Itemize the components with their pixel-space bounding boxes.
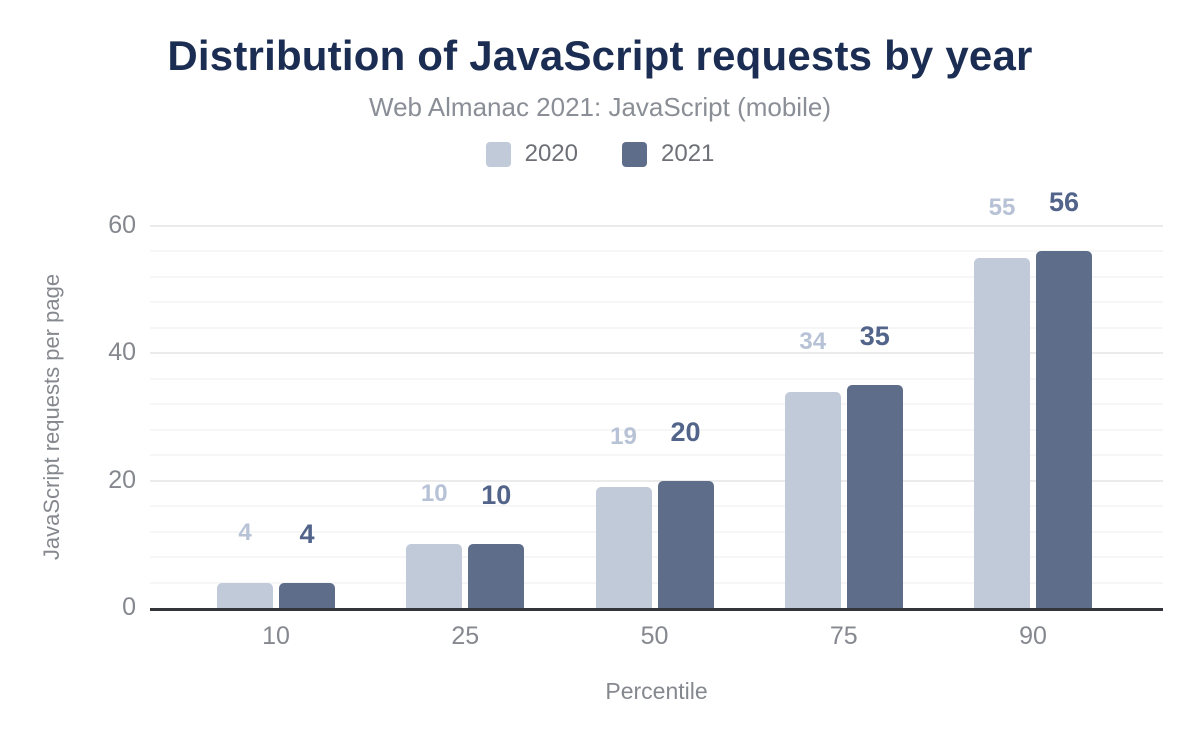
plot-area: 4 4 10 10 19 20 34 35 55 56: [150, 187, 1163, 608]
legend-swatch-icon: [485, 141, 511, 167]
legend-swatch-icon: [622, 141, 647, 167]
bar-2021-p25[interactable]: [468, 544, 525, 608]
legend-label: 2021: [661, 140, 715, 167]
y-tick-label: 40: [108, 338, 136, 367]
minor-gridline: [150, 556, 1163, 559]
x-axis-title: Percentile: [605, 678, 708, 704]
bar-2021-p50[interactable]: [657, 480, 714, 608]
bar-2020-p75[interactable]: [784, 391, 841, 608]
minor-gridline: [150, 250, 1163, 253]
major-gridline: [150, 352, 1163, 355]
legend-label: 2020: [524, 140, 578, 167]
legend-item-2020[interactable]: 2020: [485, 140, 578, 168]
bar-value-label: 34: [799, 327, 827, 355]
x-tick-label: 50: [640, 622, 669, 650]
minor-gridline: [150, 275, 1163, 278]
bar-value-label: 35: [859, 321, 890, 352]
bar-2021-p75[interactable]: [846, 385, 903, 608]
minor-gridline: [150, 530, 1163, 533]
x-tick-label: 75: [829, 622, 858, 650]
minor-gridline: [150, 454, 1163, 457]
bar-2020-p50[interactable]: [595, 487, 652, 608]
chart-subtitle: Web Almanac 2021: JavaScript (mobile): [369, 92, 831, 122]
y-axis-title: JavaScript requests per page: [39, 273, 64, 561]
x-tick-label: 25: [451, 622, 480, 650]
bar-2021-p10[interactable]: [279, 582, 335, 608]
bar-2021-p90[interactable]: [1036, 251, 1092, 608]
major-gridline: [150, 479, 1163, 482]
bar-2020-p25[interactable]: [406, 544, 463, 608]
bar-value-label: 55: [988, 193, 1016, 221]
bar-value-label: 4: [238, 518, 252, 546]
bar-value-label: 4: [299, 518, 315, 549]
minor-gridline: [150, 428, 1163, 431]
y-tick-label: 20: [108, 465, 136, 494]
minor-gridline: [150, 505, 1163, 508]
y-tick-label: 0: [122, 593, 136, 621]
y-tick-label: 60: [108, 211, 136, 239]
minor-gridline: [150, 301, 1163, 304]
bar-2020-p10[interactable]: [217, 582, 273, 608]
x-axis-line: [150, 608, 1163, 611]
minor-gridline: [150, 581, 1163, 584]
minor-gridline: [150, 377, 1163, 380]
bar-value-label: 10: [420, 480, 448, 508]
minor-gridline: [150, 326, 1163, 329]
bar-2020-p90[interactable]: [974, 257, 1030, 608]
minor-gridline: [150, 403, 1163, 406]
legend-item-2021[interactable]: 2021: [622, 140, 714, 168]
x-tick-label: 10: [262, 622, 290, 650]
page-title: Distribution of JavaScript requests by y…: [167, 32, 1033, 79]
bar-value-label: 20: [670, 416, 701, 447]
bar-value-label: 19: [610, 423, 637, 451]
major-gridline: [150, 225, 1163, 227]
legend: 2020 2021: [0, 140, 1200, 168]
x-tick-label: 90: [1019, 622, 1047, 650]
bar-value-label: 10: [481, 480, 512, 511]
bar-value-label: 56: [1048, 187, 1080, 218]
